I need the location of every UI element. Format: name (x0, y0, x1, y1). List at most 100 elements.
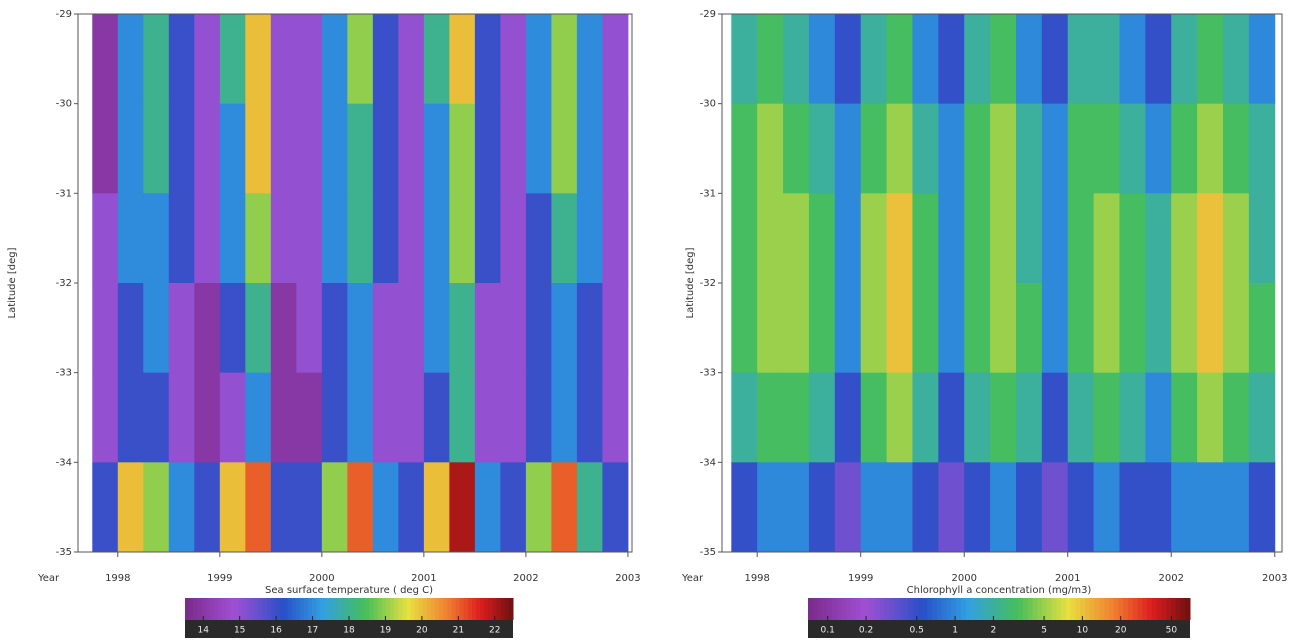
heatmap-cell (270, 372, 297, 463)
colorbar-swatch (936, 598, 943, 620)
colorbar-swatch (332, 598, 338, 620)
colorbar-swatch (1089, 598, 1095, 620)
colorbar-tick-label: 17 (307, 626, 318, 636)
colorbar-swatch (1123, 598, 1129, 620)
heatmap-cell (886, 193, 913, 284)
colorbar-swatch (1161, 598, 1167, 620)
heatmap-cell (398, 462, 425, 553)
colorbar-swatch (308, 598, 313, 620)
colorbar-tick-label: 1 (952, 626, 958, 636)
heatmap-cell (783, 462, 810, 553)
heatmap-cell (964, 193, 991, 284)
colorbar-swatch (946, 598, 952, 620)
heatmap-cell (990, 283, 1017, 374)
colorbar-swatch (484, 598, 489, 620)
colorbar-swatch (258, 598, 264, 620)
colorbar-swatch (1075, 598, 1081, 620)
colorbar-swatch (1018, 598, 1024, 620)
heatmap-cell (296, 283, 323, 374)
y-tick-label: -30 (56, 99, 72, 110)
colorbar-swatch (476, 598, 481, 620)
heatmap-cell (143, 372, 170, 463)
colorbar-swatch (250, 598, 256, 620)
colorbar-swatch (488, 598, 493, 620)
colorbar-swatch (975, 598, 981, 620)
heatmap-cell (296, 193, 323, 284)
colorbar-swatch (402, 598, 407, 620)
heatmap-cell (474, 103, 501, 194)
heatmap-cell (219, 193, 246, 284)
y-tick-label: -30 (700, 99, 716, 110)
heatmap-cell (783, 103, 810, 194)
colorbar-swatch (365, 598, 370, 620)
heatmap-cell (1197, 372, 1224, 463)
heatmap-cell (1145, 103, 1172, 194)
colorbar-swatch (927, 598, 933, 620)
colorbar-swatch (1142, 598, 1148, 620)
heatmap-cell (372, 462, 399, 553)
colorbar-swatch (884, 598, 890, 620)
colorbar-swatch (344, 598, 350, 620)
colorbar-swatch (271, 598, 276, 620)
heatmap-cell (912, 372, 939, 463)
colorbar-swatch (831, 598, 838, 620)
colorbar-swatch (459, 598, 465, 620)
colorbar-swatch (299, 598, 305, 620)
heatmap-cell (245, 462, 272, 553)
heatmap-cell (990, 462, 1017, 553)
heatmap-cell (964, 462, 991, 553)
x-tick-label: 1998 (744, 573, 769, 584)
y-tick-label: -32 (700, 278, 716, 289)
colorbar-swatch (1070, 598, 1076, 620)
heatmap-cell (398, 283, 425, 374)
heatmap-cell (1248, 462, 1276, 553)
colorbar-swatch (455, 598, 461, 620)
heatmap-cell (602, 372, 629, 463)
heatmap-cell (551, 103, 578, 194)
colorbar-swatch (889, 598, 895, 620)
heatmap-cell (1248, 103, 1276, 194)
heatmap-cell (938, 283, 965, 374)
heatmap-cell (834, 462, 862, 553)
colorbar-swatch (254, 598, 260, 620)
colorbar-swatch (960, 598, 967, 620)
heatmap-cell (731, 372, 758, 463)
heatmap-cell (1145, 14, 1172, 105)
colorbar-swatch (283, 598, 288, 620)
heatmap-cell (347, 14, 374, 105)
heatmap-cell (449, 103, 476, 194)
heatmap-cell (194, 283, 221, 374)
heatmap-cell (990, 372, 1017, 463)
heatmap-cell (912, 193, 939, 284)
x-tick-label: 2002 (513, 573, 538, 584)
colorbar-swatch (913, 598, 919, 620)
heatmap-cell (423, 462, 450, 553)
colorbar-tick-label: 5 (1041, 626, 1047, 636)
heatmap-cell (92, 103, 119, 194)
heatmap-cell (1093, 193, 1120, 284)
heatmap-cell (1222, 14, 1250, 105)
colorbar-swatch (377, 598, 383, 620)
colorbar-swatch (932, 598, 938, 620)
heatmap-cell (423, 372, 450, 463)
colorbar-swatch (1003, 598, 1010, 620)
heatmap-cell (449, 14, 476, 105)
heatmap-cell (886, 14, 913, 105)
colorbar-swatch (443, 598, 448, 620)
colorbar-swatch (414, 598, 420, 620)
heatmap-cell (808, 462, 836, 553)
colorbar-swatch (193, 598, 198, 620)
colorbar-swatch (984, 598, 990, 620)
heatmap-cell (1145, 462, 1172, 553)
heatmap-cell (500, 193, 527, 284)
heatmap-cell (834, 372, 862, 463)
y-tick-label: -31 (56, 188, 72, 199)
heatmap-cell (783, 193, 810, 284)
x-tick-label: 1998 (105, 573, 130, 584)
colorbar-swatch (492, 598, 498, 620)
heatmap-cell (168, 14, 195, 105)
heatmap-cell (886, 462, 913, 553)
heatmap-cell (270, 283, 297, 374)
heatmap-cell (525, 462, 552, 553)
